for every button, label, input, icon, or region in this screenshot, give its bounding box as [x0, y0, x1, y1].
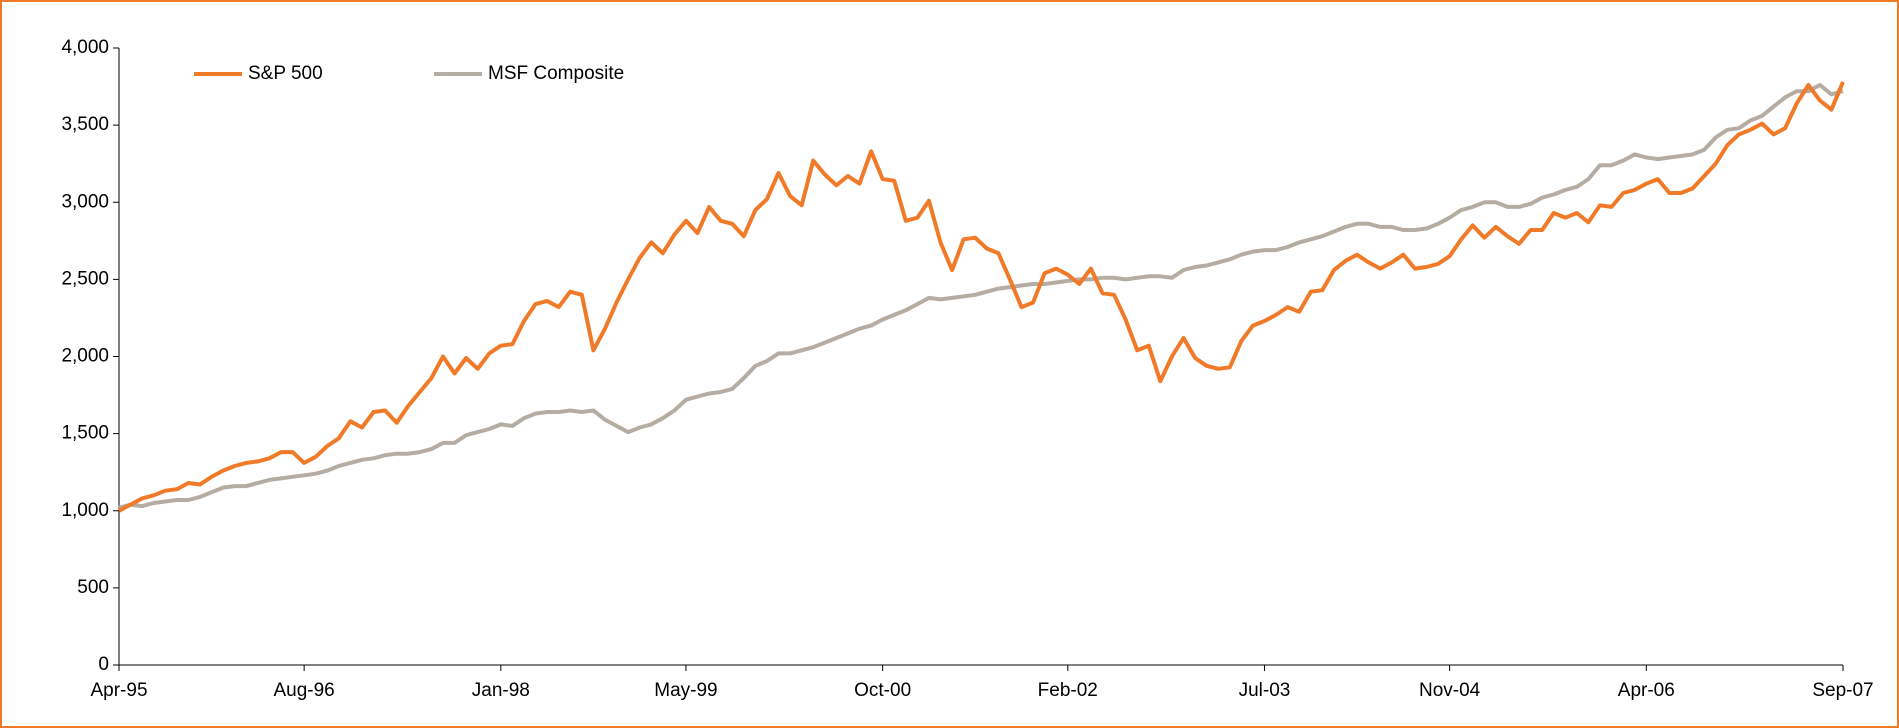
x-tick-label: Jan-98: [472, 680, 530, 701]
y-tick-label: 500: [77, 577, 109, 598]
y-tick-label: 2,500: [61, 268, 109, 289]
x-tick-label: Aug-96: [273, 680, 334, 701]
y-tick-label: 3,000: [61, 191, 109, 212]
x-tick-label: Oct-00: [854, 680, 911, 701]
series-line: [118, 81, 1845, 513]
legend-label: S&P 500: [248, 63, 323, 84]
y-tick-label: 4,000: [61, 37, 109, 58]
x-tick-label: Nov-04: [1419, 680, 1481, 701]
x-tick-label: Apr-95: [90, 680, 147, 701]
x-tick-label: Feb-02: [1038, 680, 1098, 701]
y-tick-label: 1,000: [61, 500, 109, 521]
x-tick-label: Sep-07: [1812, 680, 1873, 701]
y-tick-label: 1,500: [61, 423, 109, 444]
y-tick-label: 2,000: [61, 346, 109, 367]
y-tick-label: 3,500: [61, 114, 109, 135]
x-tick-label: May-99: [654, 680, 717, 701]
y-tick-label: 0: [98, 654, 109, 675]
x-tick-label: Apr-06: [1618, 680, 1675, 701]
legend-label: MSF Composite: [488, 63, 624, 84]
series-line: [118, 83, 1844, 510]
x-tick-label: Jul-03: [1239, 680, 1291, 701]
